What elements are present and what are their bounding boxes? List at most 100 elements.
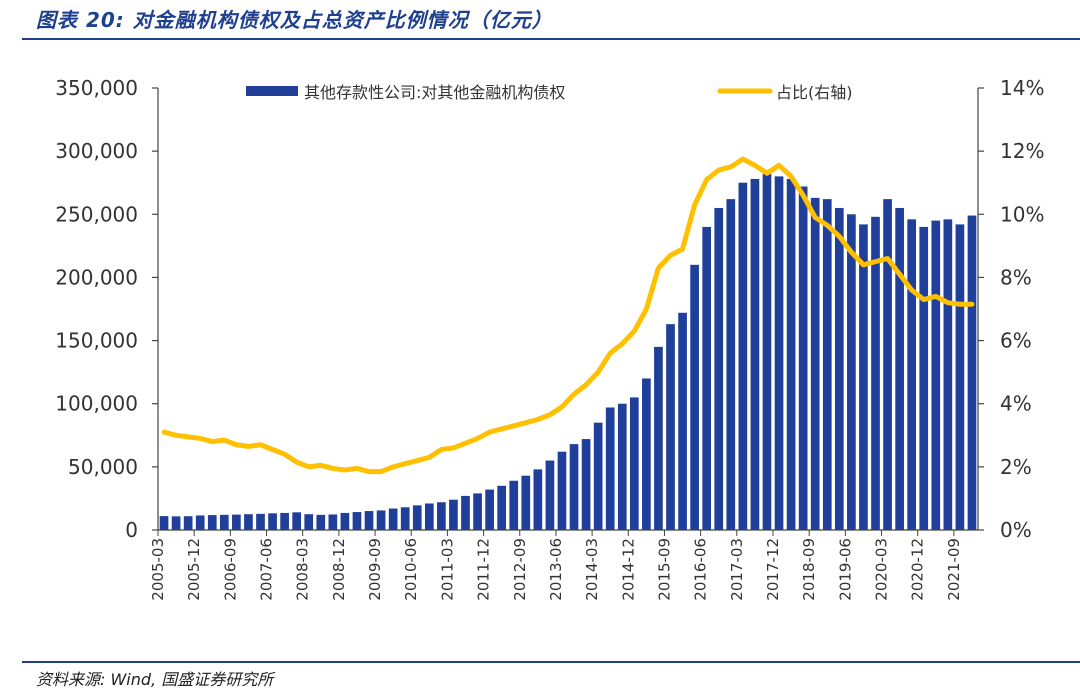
x-tick-label: 2005-12: [185, 538, 203, 601]
bar: [678, 312, 687, 530]
bar: [400, 507, 410, 530]
bar: [666, 324, 675, 530]
bar: [244, 514, 253, 530]
x-tick-label: 2017-12: [764, 538, 782, 601]
bar: [557, 451, 567, 530]
bar-series: [159, 173, 977, 531]
bar: [340, 512, 350, 530]
bar: [629, 397, 639, 530]
x-tick-label: 2011-12: [475, 538, 493, 601]
bar: [449, 499, 458, 530]
x-tick-label: 2005-03: [149, 538, 167, 601]
bar: [424, 503, 434, 530]
bar: [171, 516, 181, 530]
bar: [183, 516, 193, 530]
bar: [256, 513, 265, 530]
x-tick-label: 2013-06: [547, 538, 565, 601]
bar: [714, 207, 724, 530]
bar: [304, 514, 314, 530]
x-tick-label: 2017-03: [728, 538, 746, 601]
bar: [943, 219, 953, 530]
bar: [268, 513, 277, 530]
y-right-tick-label: 10%: [1000, 202, 1044, 226]
bar: [786, 178, 796, 530]
x-tick-label: 2008-12: [330, 538, 348, 601]
bar: [581, 439, 591, 530]
bar: [437, 502, 446, 530]
bar: [207, 515, 217, 530]
top-rule: [22, 38, 1080, 40]
bar: [219, 514, 229, 530]
bar: [617, 403, 627, 530]
bar: [545, 460, 555, 530]
x-tick-label: 2007-06: [258, 538, 276, 601]
bar: [919, 226, 929, 530]
x-tick-label: 2016-06: [692, 538, 710, 601]
bar: [521, 475, 531, 530]
axes: 0 50,000 100,000 150,000 200,000 250,000 300,0…: [55, 76, 1044, 601]
x-tick-label: 2014-12: [619, 538, 637, 601]
x-tick-label: 2009-09: [366, 538, 384, 601]
bar: [726, 199, 736, 530]
x-tick-label: 2020-12: [909, 538, 927, 601]
bar: [352, 512, 362, 530]
chart-canvas: 0 50,000 100,000 150,000 200,000 250,000 300,0…: [55, 76, 1044, 601]
bar: [473, 493, 482, 530]
bar: [834, 207, 844, 530]
y-left-tick-label: 0: [125, 518, 138, 542]
share-line: [161, 156, 975, 475]
x-tick-label: 2020-03: [873, 538, 891, 601]
y-left-tick-label: 150,000: [55, 329, 138, 353]
x-tick-label: 2018-09: [800, 538, 818, 601]
bar: [195, 515, 205, 530]
bar: [774, 176, 784, 530]
bar: [762, 173, 772, 530]
bar: [388, 508, 398, 530]
y-right-tick-label: 2%: [1000, 455, 1032, 479]
y-right-tick-label: 12%: [1000, 139, 1044, 163]
x-tick-label: 2008-03: [294, 538, 312, 601]
bar: [883, 199, 892, 530]
bar: [533, 469, 543, 530]
y-left-tick-label: 100,000: [55, 392, 138, 416]
bar: [642, 378, 651, 530]
bar: [316, 514, 326, 530]
bar: [871, 216, 880, 530]
bar: [292, 512, 302, 530]
y-right-tick-label: 8%: [1000, 265, 1032, 289]
figure-title: 图表 20: 对金融机构债权及占总资产比例情况（亿元）: [36, 8, 553, 32]
y-left-tick-label: 250,000: [55, 202, 138, 226]
bar: [509, 480, 519, 530]
bar: [280, 512, 289, 530]
bar: [750, 178, 760, 530]
legend-line-label: 占比(右轴): [776, 83, 853, 102]
source-note: 资料来源: Wind, 国盛证券研究所: [36, 670, 274, 689]
bar: [328, 514, 338, 530]
y-left-tick-label: 50,000: [68, 455, 138, 479]
legend: 其他存款性公司:对其他金融机构债权 占比(右轴): [246, 83, 853, 102]
bar: [955, 224, 965, 530]
bar: [738, 182, 748, 530]
bar: [798, 186, 808, 530]
bar: [690, 264, 699, 530]
x-tick-label: 2010-06: [402, 538, 420, 601]
legend-bar-swatch: [246, 86, 298, 96]
line-series: [161, 156, 975, 475]
bar: [364, 511, 374, 530]
x-tick-label: 2015-09: [655, 538, 673, 601]
bar: [232, 514, 241, 530]
bar: [931, 220, 941, 530]
y-right-tick-label: 0%: [1000, 518, 1032, 542]
x-tick-label: 2012-09: [511, 538, 529, 601]
bar: [702, 226, 712, 530]
bar: [497, 485, 507, 530]
bar: [485, 489, 494, 530]
y-left-tick-label: 300,000: [55, 139, 138, 163]
bar: [376, 510, 386, 530]
x-tick-label: 2019-06: [836, 538, 854, 601]
legend-bar-label: 其他存款性公司:对其他金融机构债权: [304, 83, 565, 102]
bar: [593, 422, 603, 530]
y-left-tick-label: 350,000: [55, 76, 138, 100]
y-right-tick-label: 6%: [1000, 329, 1032, 353]
bar: [967, 215, 977, 531]
